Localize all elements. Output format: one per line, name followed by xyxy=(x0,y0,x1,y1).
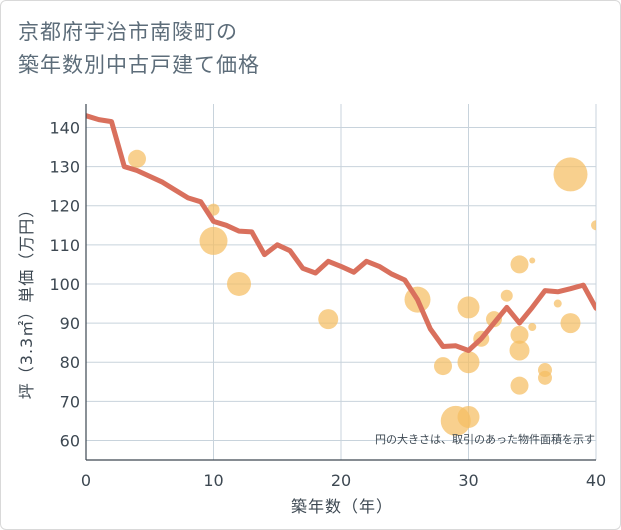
y-tick-label-70: 70 xyxy=(60,392,80,411)
bubble-point-13 xyxy=(500,289,513,302)
y-tick-label-110: 110 xyxy=(49,236,80,255)
bubble-size-note: 円の大きさは、取引のあった物件面積を示す xyxy=(375,432,595,446)
bubble-point-15 xyxy=(510,325,529,344)
bubble-point-3 xyxy=(227,271,251,296)
y-tick-label-140: 140 xyxy=(49,118,80,137)
y-tick-label-90: 90 xyxy=(60,314,80,333)
bubble-point-21 xyxy=(538,370,552,385)
y-tick-label-80: 80 xyxy=(60,353,80,372)
chart-title-line-1: 京都府宇治市南陵町の xyxy=(18,20,238,44)
bubble-point-2 xyxy=(199,226,228,255)
grid-layer xyxy=(85,104,597,460)
bubble-point-22 xyxy=(553,299,562,308)
bubble-point-14 xyxy=(510,255,529,274)
x-tick-label-40: 40 xyxy=(586,471,606,490)
x-tick-label-30: 30 xyxy=(458,471,478,490)
bubble-point-16 xyxy=(509,340,530,361)
trend-line-layer xyxy=(86,113,596,353)
y-tick-label-130: 130 xyxy=(49,158,80,177)
y-tick-label-60: 60 xyxy=(60,431,80,450)
bubble-point-6 xyxy=(434,357,452,376)
bubble-point-17 xyxy=(510,376,529,395)
trend-line xyxy=(86,113,596,353)
bubble-point-18 xyxy=(529,257,536,264)
x-tick-label-20: 20 xyxy=(331,471,351,490)
bubble-layer xyxy=(128,149,596,436)
chart-title-line-2: 築年数別中古戸建て価格 xyxy=(18,53,260,77)
x-tick-label-0: 0 xyxy=(81,471,91,490)
bubble-point-19 xyxy=(528,322,537,331)
bubble-point-23 xyxy=(553,157,588,192)
bubble-point-25 xyxy=(591,220,596,231)
x-tick-label-10: 10 xyxy=(203,471,223,490)
y-axis-title: 坪（3.3㎡）単価（万円） xyxy=(17,201,36,399)
chart-title: 京都府宇治市南陵町の 築年数別中古戸建て価格 xyxy=(18,16,260,82)
x-axis-title: 築年数（年） xyxy=(291,497,393,516)
bubble-point-4 xyxy=(318,309,339,330)
bubble-point-0 xyxy=(128,149,146,168)
bubble-point-24 xyxy=(560,313,581,334)
axis-layer: 60 70 80 90 100 110 120 130 140 0 10 20 30 40 xyxy=(49,104,606,490)
bubble-point-10 xyxy=(457,296,480,319)
bubble-point-9 xyxy=(457,351,480,374)
bubble-point-8 xyxy=(457,405,480,428)
y-tick-label-100: 100 xyxy=(49,275,80,294)
y-tick-label-120: 120 xyxy=(49,197,80,216)
